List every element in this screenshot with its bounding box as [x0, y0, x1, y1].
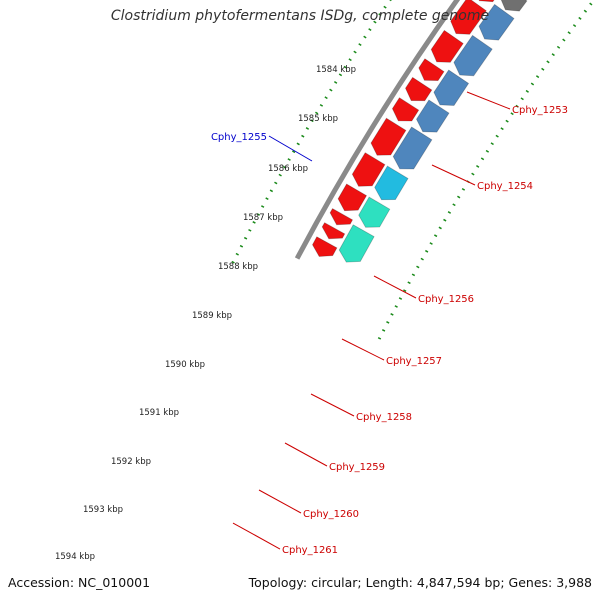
- gene-label-leader: [373, 275, 417, 299]
- accession-text: Accession: NC_010001: [8, 575, 151, 590]
- cds-forward-4: [405, 76, 433, 102]
- gene-label[interactable]: Cphy_1255: [211, 132, 267, 143]
- cds-forward-11: [312, 236, 338, 257]
- genome-backbone: [294, 0, 461, 260]
- tick-label: 1591 kbp: [139, 408, 179, 418]
- cds-track2-8: [338, 224, 375, 263]
- tick-label: 1589 kbp: [192, 311, 232, 321]
- cds-forward-8: [337, 183, 368, 212]
- cds-forward-1: [450, 0, 487, 35]
- tick-label: 1590 kbp: [165, 360, 205, 370]
- gene-label[interactable]: Cphy_1256: [418, 294, 474, 305]
- cds-forward-6: [370, 117, 407, 156]
- cds-track2-3: [433, 69, 470, 106]
- gene-label[interactable]: Cphy_1260: [303, 509, 359, 520]
- gene-label-leader: [466, 91, 511, 110]
- map-title: Clostridium phytofermentans ISDg, comple…: [110, 8, 490, 24]
- gene-label-leader: [258, 489, 302, 514]
- tick-label: 1586 kbp: [268, 164, 308, 174]
- tick-label: 1592 kbp: [111, 457, 151, 467]
- cds-forward-9: [329, 208, 354, 226]
- tick-label: 1588 kbp: [218, 262, 258, 272]
- cds-track2-4: [416, 99, 450, 133]
- tick-label: 1593 kbp: [83, 505, 123, 515]
- tick-label: 1584 kbp: [316, 65, 356, 75]
- gene-label-leader: [431, 164, 476, 186]
- tick-label: 1594 kbp: [55, 552, 95, 562]
- gene-label-leader: [232, 522, 281, 550]
- cds-track2-0: [500, 0, 528, 12]
- gene-label-leader: [341, 338, 385, 361]
- gene-label[interactable]: Cphy_1254: [477, 181, 533, 192]
- gene-label[interactable]: Cphy_1261: [282, 545, 338, 556]
- cds-track2-2: [453, 34, 493, 77]
- tick-label: 1587 kbp: [243, 213, 283, 223]
- gene-label[interactable]: Cphy_1257: [386, 356, 442, 367]
- cds-track2-5: [392, 126, 433, 170]
- genome-summary-text: Topology: circular; Length: 4,847,594 bp…: [248, 575, 592, 590]
- cds-forward-7: [351, 152, 386, 187]
- cds-forward-2: [430, 29, 464, 63]
- gene-label[interactable]: Cphy_1259: [329, 462, 385, 473]
- gene-label-leader: [268, 135, 313, 162]
- gene-label[interactable]: Cphy_1253: [512, 105, 568, 116]
- cds-track2-1: [478, 3, 515, 41]
- cds-track2-7: [358, 196, 391, 228]
- cds-track2-6: [374, 165, 409, 201]
- cds-forward-5: [391, 97, 420, 122]
- cds-forward-0: [478, 0, 495, 3]
- gene-label[interactable]: Cphy_1258: [356, 412, 412, 423]
- tick-label: 1585 kbp: [298, 114, 338, 124]
- gene-label-leader: [310, 393, 355, 417]
- cds-forward-10: [321, 222, 346, 240]
- cds-forward-3: [418, 58, 445, 82]
- gene-label-leader: [284, 442, 328, 467]
